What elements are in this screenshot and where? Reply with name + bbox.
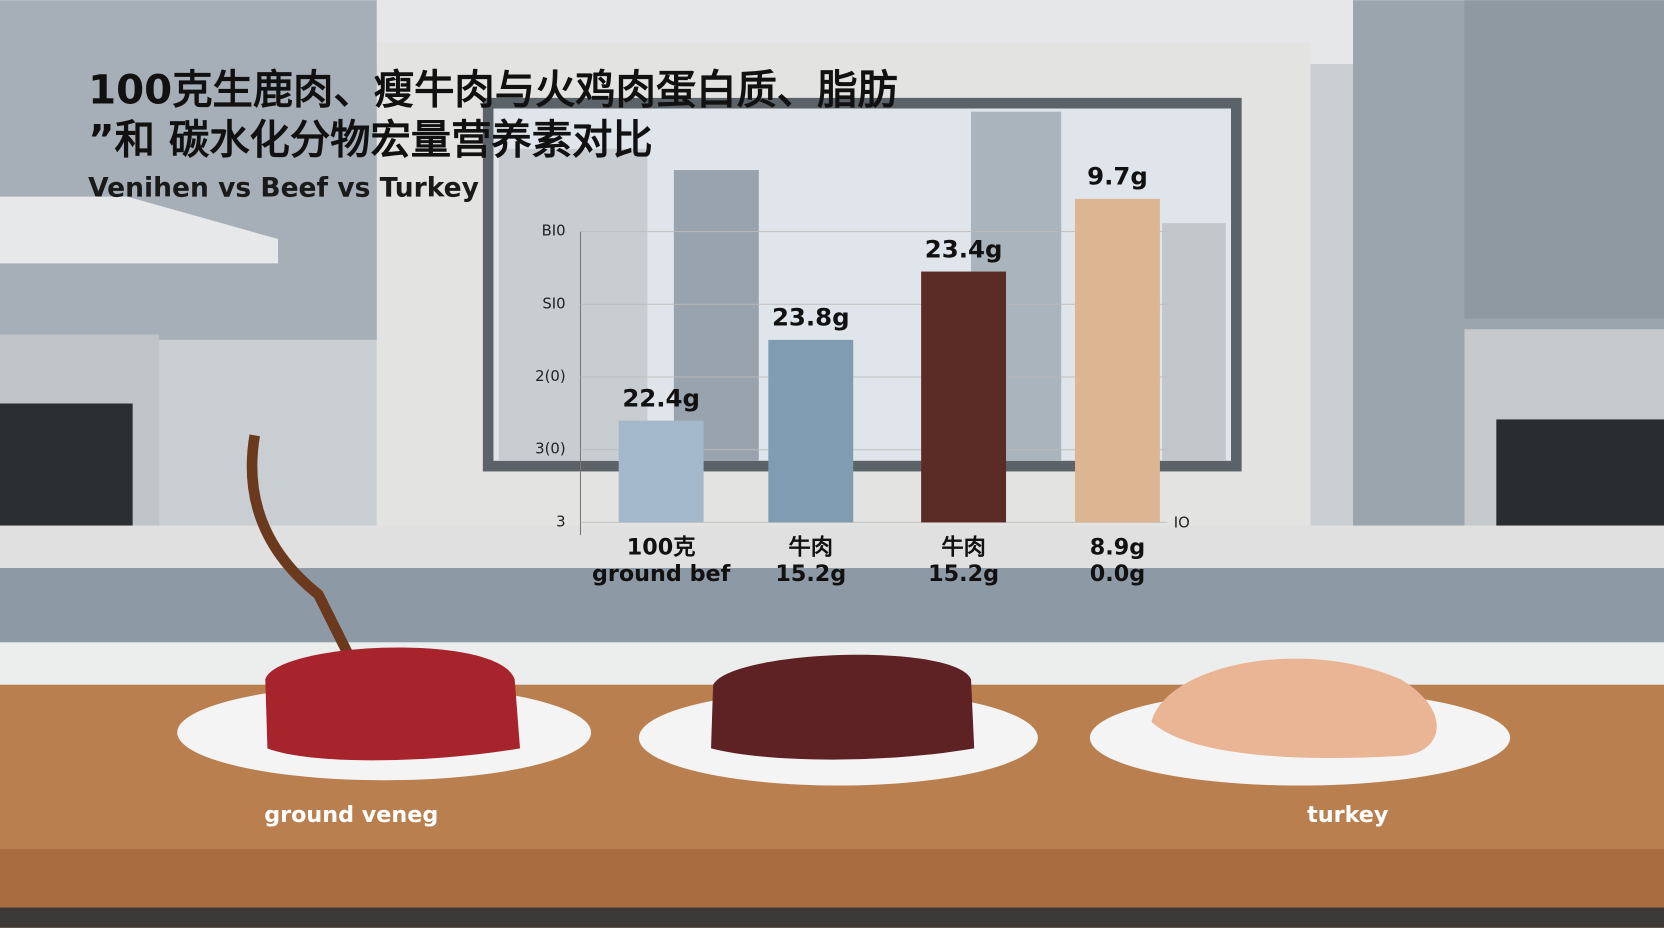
chart-title: ”和 碳水化分物宏量营养素对比	[88, 116, 653, 163]
x-tick-sublabel: 15.2g	[928, 561, 999, 587]
bar-annotation: 23.8g	[772, 303, 850, 332]
plate-label: turkey	[1307, 802, 1389, 828]
x-tick-label: 牛肉	[789, 534, 834, 560]
chart-subtitle: Venihen vs Beef vs Turkey	[88, 173, 479, 204]
bar-annotation: 22.4g	[622, 383, 700, 412]
y-tick-label: 2(0)	[535, 367, 565, 385]
bar	[618, 420, 704, 523]
y-tick-label: 3(0)	[535, 440, 565, 458]
y-tick-label: 3	[556, 512, 565, 530]
bar-annotation: 9.7g	[1087, 162, 1148, 191]
x-tick-label: 牛肉	[941, 534, 986, 560]
x-tick-label: 100克	[627, 533, 696, 560]
x-tick-sublabel: 15.2g	[775, 561, 846, 587]
bar-annotation: 23.4g	[925, 234, 1003, 263]
bar	[1075, 198, 1160, 523]
bar	[921, 271, 1007, 523]
y-tick-label: SI0	[542, 294, 565, 312]
x-tick-label: 8.9g	[1090, 534, 1145, 560]
plate-label: ground veneg	[264, 802, 438, 828]
x-tick-sublabel: 0.0g	[1090, 561, 1145, 587]
y-tick-label: BI0	[542, 222, 566, 240]
chart-title: 100克生鹿肉、瘦牛肉与火鸡肉蛋白质、脂肪	[88, 67, 898, 114]
axis-end-label: IO	[1174, 513, 1190, 531]
x-tick-sublabel: ground bef	[592, 561, 731, 587]
bar	[768, 339, 854, 523]
